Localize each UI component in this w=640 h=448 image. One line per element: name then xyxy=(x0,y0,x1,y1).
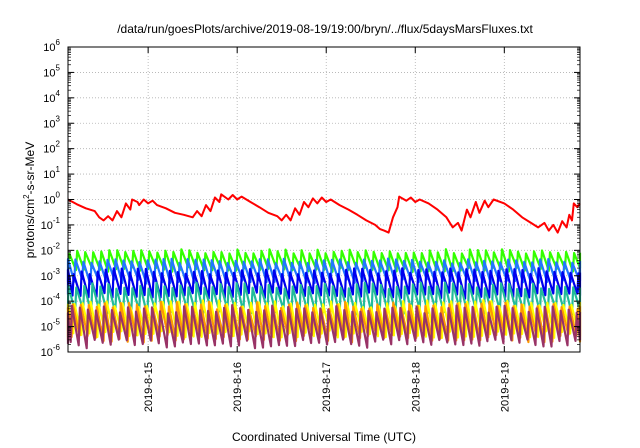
x-tick-label: 2019-8-19 xyxy=(499,362,511,412)
y-tick-label: 10-6 xyxy=(41,343,61,359)
y-axis: 10-6 10-5 10-4 10-3 10-2 10-1 100 101 102 103 104 1… xyxy=(41,38,580,359)
x-tick-label: 2019-8-15 xyxy=(143,362,155,412)
y-tick-label: 10-3 xyxy=(41,267,61,283)
x-axis: 2019-8-15 2019-8-16 2019-8-17 2019-8-18 2019… xyxy=(143,47,511,412)
y-tick-label: 10-5 xyxy=(41,318,61,334)
y-tick-label: 100 xyxy=(43,191,60,207)
grid xyxy=(68,47,580,352)
x-tick-label: 2019-8-16 xyxy=(232,362,244,412)
y-tick-label: 104 xyxy=(43,89,60,105)
y-axis-label: protons/cm2-s-sr-MeV xyxy=(22,142,37,258)
y-axis-label-rest: -s-sr-MeV xyxy=(23,142,37,195)
y-tick-label: 10-4 xyxy=(41,292,61,308)
y-tick-label: 101 xyxy=(43,165,60,181)
series-group xyxy=(66,193,582,350)
chart-title: /data/run/goesPlots/archive/2019-08-19/1… xyxy=(117,22,533,36)
x-tick-label: 2019-8-17 xyxy=(321,362,333,412)
y-tick-label: 10-2 xyxy=(41,241,61,257)
y-tick-label: 10-1 xyxy=(41,216,61,232)
x-tick-label: 2019-8-18 xyxy=(410,362,422,412)
y-tick-label: 102 xyxy=(43,140,60,156)
y-axis-label-sup: 2 xyxy=(22,194,31,199)
y-axis-label-main: protons/cm xyxy=(23,199,37,258)
x-axis-label: Coordinated Universal Time (UTC) xyxy=(232,430,416,444)
series-line-1 xyxy=(67,193,581,234)
y-tick-label: 105 xyxy=(43,63,60,79)
y-tick-label: 106 xyxy=(43,38,60,54)
series-line-8 xyxy=(66,304,582,350)
y-tick-label: 103 xyxy=(43,114,60,130)
